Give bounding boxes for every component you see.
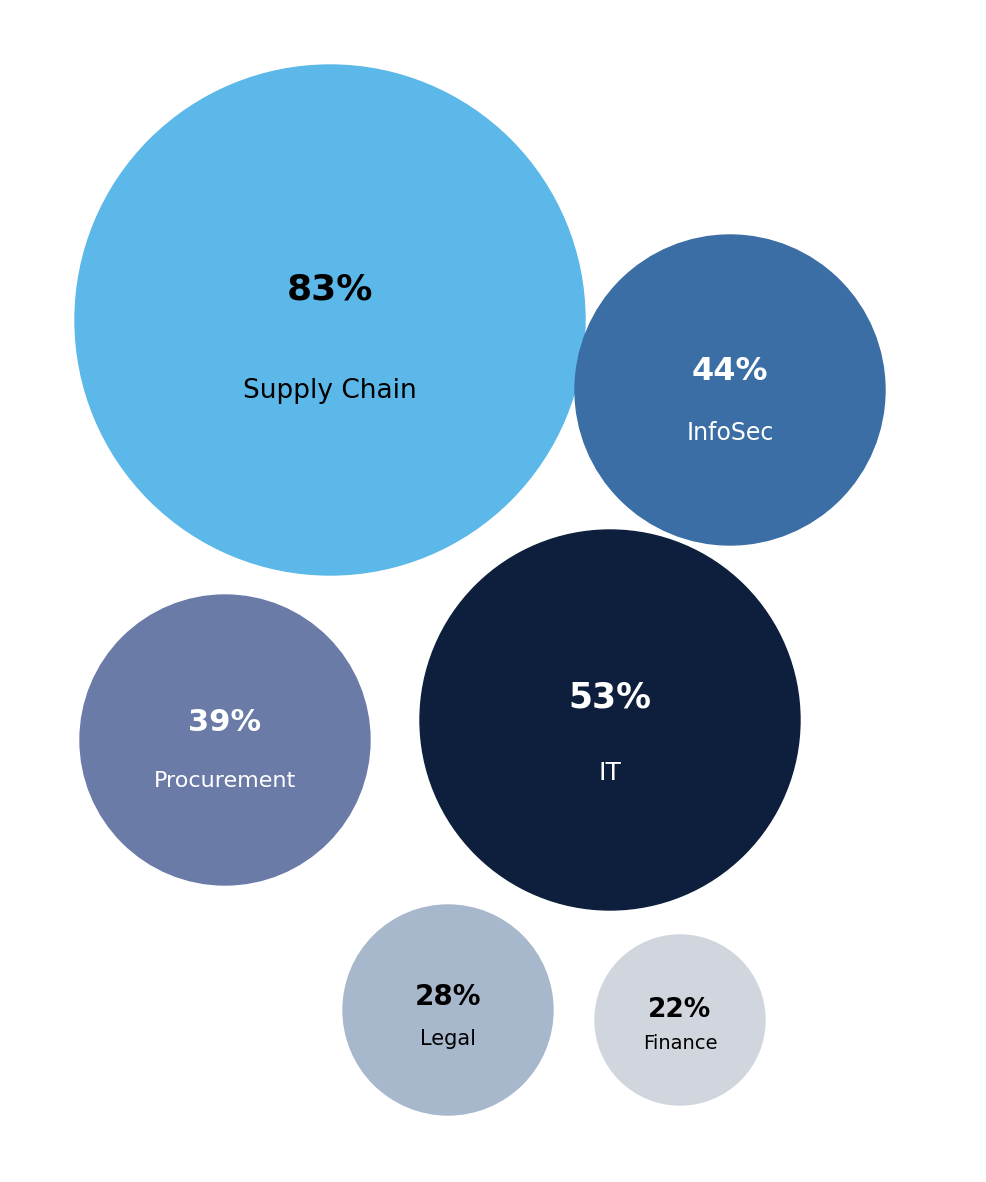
Text: 28%: 28%: [415, 983, 481, 1012]
Text: 39%: 39%: [188, 708, 261, 738]
Circle shape: [595, 935, 765, 1105]
Circle shape: [575, 235, 885, 545]
Circle shape: [420, 530, 800, 910]
Text: 22%: 22%: [649, 996, 712, 1022]
Text: Finance: Finance: [643, 1034, 717, 1053]
Text: IT: IT: [599, 761, 621, 785]
Text: 53%: 53%: [569, 680, 652, 714]
Text: Procurement: Procurement: [154, 771, 296, 791]
Text: InfoSec: InfoSec: [686, 422, 774, 446]
Text: Legal: Legal: [420, 1030, 476, 1050]
Text: Supply Chain: Supply Chain: [244, 378, 417, 404]
Text: 83%: 83%: [287, 272, 373, 306]
Circle shape: [343, 905, 553, 1115]
Circle shape: [75, 65, 585, 574]
Circle shape: [80, 595, 370, 885]
Text: 44%: 44%: [692, 356, 768, 387]
